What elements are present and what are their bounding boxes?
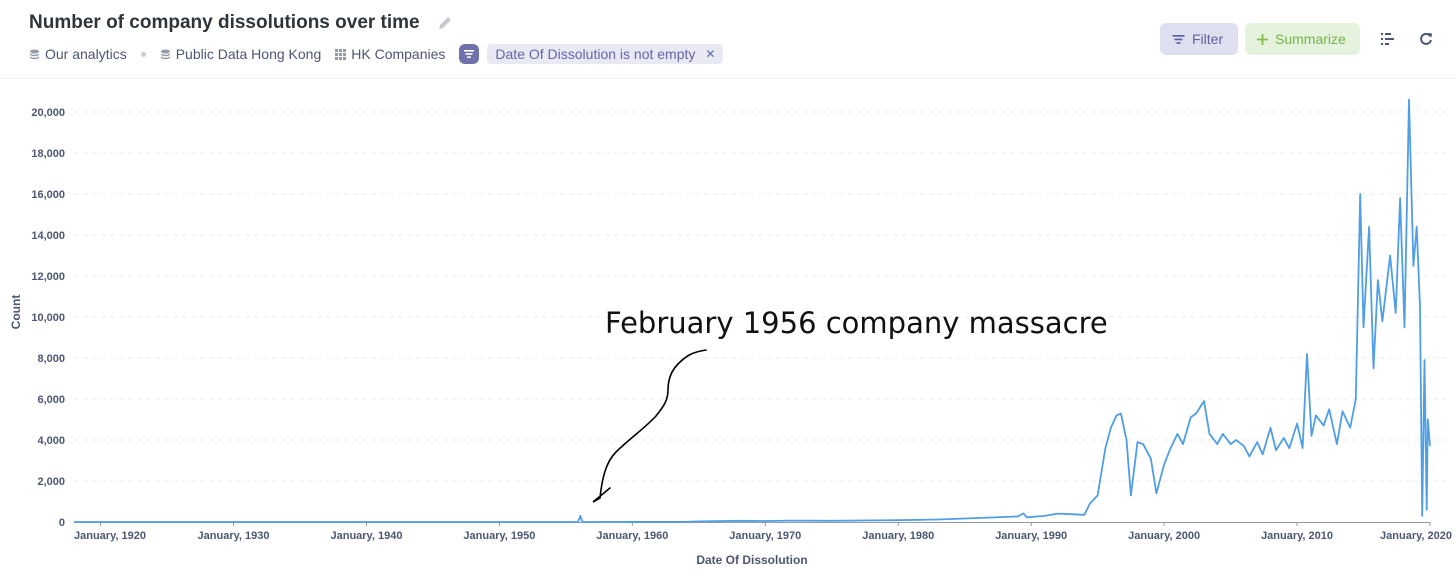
breadcrumb: Our analytics Public Data Hong Kong HK C… — [29, 44, 724, 64]
x-tick-label: January, 1990 — [995, 530, 1067, 542]
summarize-button[interactable]: Summarize — [1245, 23, 1360, 55]
y-tick-label: 16,000 — [31, 189, 65, 201]
y-tick-label: 2,000 — [37, 476, 65, 488]
filter-pill-label: Date Of Dissolution is not empty — [495, 46, 696, 62]
refresh-icon[interactable] — [1416, 29, 1436, 49]
x-tick-label: January, 2010 — [1261, 530, 1333, 542]
y-tick-label: 4,000 — [37, 435, 65, 447]
table-grid-icon — [335, 48, 347, 60]
y-tick-label: 6,000 — [37, 394, 65, 406]
filter-button-label: Filter — [1192, 31, 1224, 47]
y-axis-label: Count — [9, 295, 23, 330]
display-options-icon[interactable] — [1378, 29, 1398, 49]
y-tick-label: 8,000 — [37, 353, 65, 365]
x-tick-label: January, 1980 — [862, 530, 934, 542]
x-tick-label: January, 1920 — [74, 530, 146, 542]
database-icon — [160, 49, 170, 59]
series-line[interactable] — [74, 98, 1431, 523]
annotation-arrow — [592, 349, 707, 503]
x-tick-label: January, 1950 — [463, 530, 535, 542]
breadcrumb-label: Our analytics — [45, 46, 127, 62]
x-tick-label: January, 2000 — [1128, 530, 1200, 542]
x-tick-label: January, 1970 — [729, 530, 801, 542]
page-title: Number of company dissolutions over time — [29, 12, 420, 33]
plus-icon — [1257, 33, 1268, 45]
x-axis-label: Date Of Dissolution — [696, 553, 807, 567]
filter-icon[interactable] — [459, 44, 480, 64]
breadcrumb-database[interactable]: Public Data Hong Kong — [160, 46, 322, 62]
database-icon — [30, 49, 39, 59]
y-tick-label: 0 — [59, 517, 65, 529]
summarize-button-label: Summarize — [1275, 31, 1346, 47]
x-tick-label: January, 1960 — [596, 530, 668, 542]
y-tick-label: 20,000 — [31, 107, 65, 119]
close-icon[interactable]: ✕ — [705, 47, 716, 61]
pencil-icon[interactable] — [436, 14, 454, 32]
filter-pill[interactable]: Date Of Dissolution is not empty ✕ — [487, 44, 724, 64]
x-tick-label: January, 1930 — [198, 530, 270, 542]
y-tick-label: 12,000 — [31, 271, 65, 283]
y-tick-label: 18,000 — [31, 148, 65, 160]
x-tick-label: January, 2020 — [1380, 530, 1452, 542]
y-tick-label: 14,000 — [31, 230, 65, 242]
breadcrumb-label: HK Companies — [351, 46, 446, 62]
breadcrumb-table[interactable]: HK Companies — [335, 46, 445, 62]
breadcrumb-separator — [140, 51, 146, 57]
y-tick-label: 10,000 — [31, 312, 65, 324]
breadcrumb-label: Public Data Hong Kong — [175, 46, 322, 62]
annotation-text: February 1956 company massacre — [605, 306, 1108, 340]
x-tick-label: January, 1940 — [330, 530, 402, 542]
question-header: Number of company dissolutions over time… — [0, 0, 1456, 79]
filter-icon — [1172, 34, 1185, 44]
filter-button[interactable]: Filter — [1160, 23, 1238, 55]
breadcrumb-collection[interactable]: Our analytics — [29, 46, 127, 62]
